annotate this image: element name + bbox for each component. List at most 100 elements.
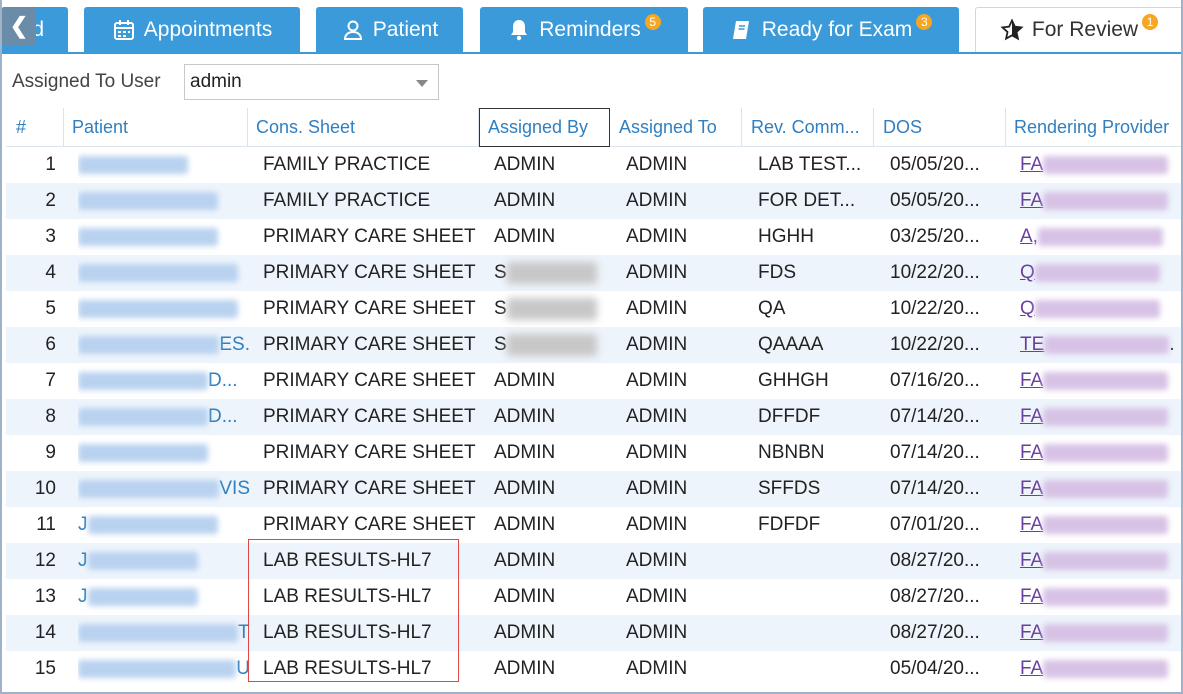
rendering-provider-link[interactable]: FA xyxy=(1020,147,1180,183)
assigned-to-cell: ADMIN xyxy=(626,658,688,679)
patient-name-link[interactable]: J xyxy=(78,579,250,615)
patient-name-link[interactable] xyxy=(78,147,250,183)
tab-for-review[interactable]: For Review 1 xyxy=(975,7,1181,52)
col-dos[interactable]: DOS xyxy=(875,108,1006,147)
rendering-provider-link[interactable]: TE. xyxy=(1020,327,1180,363)
table-row[interactable]: 12 J LAB RESULTS-HL7 ADMIN ADMIN 08/27/20... F… xyxy=(6,543,1181,579)
col-rendering-provider[interactable]: Rendering Provider xyxy=(1014,117,1170,137)
col-patient[interactable]: Patient xyxy=(64,108,248,147)
cons-sheet-cell: PRIMARY CARE SHEET xyxy=(263,406,476,427)
tab-ready-for-exam[interactable]: Ready for Exam 3 xyxy=(703,7,959,52)
redacted-provider-name xyxy=(1043,480,1169,498)
col-rev-comm[interactable]: Rev. Comm... xyxy=(743,108,874,147)
rendering-provider-link[interactable]: Q xyxy=(1020,291,1180,327)
assigned-by-cell: ADMIN xyxy=(494,435,609,471)
patient-name-tail: ES. xyxy=(219,334,250,355)
dos-cell: 07/16/20... xyxy=(890,370,980,391)
redacted-provider-name xyxy=(1037,228,1163,246)
rendering-provider-link[interactable]: FA xyxy=(1020,363,1180,399)
table-row[interactable]: 8 D... PRIMARY CARE SHEET ADMIN ADMIN DFFDF 07… xyxy=(6,399,1181,435)
patient-name-link[interactable] xyxy=(78,291,250,327)
table-row[interactable]: 6 ES. PRIMARY CARE SHEET S ADMIN QAAAA 10/22/2… xyxy=(6,327,1181,363)
rendering-provider-link[interactable]: FA xyxy=(1020,543,1180,579)
table-row[interactable]: 1 FAMILY PRACTICE ADMIN ADMIN LAB TEST... 05/… xyxy=(6,147,1181,183)
table-row[interactable]: 10 VIS PRIMARY CARE SHEET ADMIN ADMIN SFFDS 07… xyxy=(6,471,1181,507)
assigned-by-text: ADMIN xyxy=(494,478,556,499)
patient-name-link[interactable]: VIS xyxy=(78,471,250,507)
cons-sheet-cell: PRIMARY CARE SHEET xyxy=(263,478,476,499)
patient-name-link[interactable] xyxy=(78,435,250,471)
assigned-by-text: S xyxy=(494,334,507,355)
table-row[interactable]: 5 PRIMARY CARE SHEET S ADMIN QA 10/22/20... Q xyxy=(6,291,1181,327)
rendering-provider-link[interactable]: FA xyxy=(1020,435,1180,471)
patient-name-link[interactable]: T xyxy=(78,615,250,651)
table-row[interactable]: 4 PRIMARY CARE SHEET S ADMIN FDS 10/22/20... Q xyxy=(6,255,1181,291)
provider-name-initial: TE xyxy=(1020,334,1045,355)
patient-name-link[interactable]: U xyxy=(78,651,250,687)
rendering-provider-link[interactable]: FA xyxy=(1020,579,1180,615)
table-row[interactable]: 7 D... PRIMARY CARE SHEET ADMIN ADMIN GHHGH 07… xyxy=(6,363,1181,399)
tab-bar: d ❮ Appointments Patient Reminders 5 xyxy=(2,0,1181,54)
rendering-provider-link[interactable]: FA xyxy=(1020,399,1180,435)
review-comment-cell: QA xyxy=(758,298,786,319)
table-row[interactable]: 2 FAMILY PRACTICE ADMIN ADMIN FOR DET... 05/0… xyxy=(6,183,1181,219)
col-number[interactable]: # xyxy=(6,108,64,147)
tab-appointments-label: Appointments xyxy=(143,17,273,41)
review-comment-cell: NBNBN xyxy=(758,442,825,463)
patient-name-link[interactable]: J xyxy=(78,543,250,579)
col-cons-sheet[interactable]: Cons. Sheet xyxy=(248,108,479,147)
rendering-provider-link[interactable]: A, xyxy=(1020,219,1180,255)
patient-name-link[interactable]: D... xyxy=(78,399,250,435)
assigned-by-cell: ADMIN xyxy=(494,507,609,543)
assigned-to-cell: ADMIN xyxy=(626,370,688,391)
table-row[interactable]: 13 J LAB RESULTS-HL7 ADMIN ADMIN 08/27/20... F… xyxy=(6,579,1181,615)
tab-patient[interactable]: Patient xyxy=(316,7,463,52)
patient-name-link[interactable]: ES. xyxy=(78,327,250,363)
assigned-by-cell: ADMIN xyxy=(494,363,609,399)
col-assigned-by[interactable]: Assigned By xyxy=(479,108,610,147)
tab-partial-label: d xyxy=(32,17,44,41)
table-row[interactable]: 11 J PRIMARY CARE SHEET ADMIN ADMIN FDFDF 07/0… xyxy=(6,507,1181,543)
chevron-left-icon: ❮ xyxy=(9,13,29,38)
col-assigned-to[interactable]: Assigned To xyxy=(611,108,742,147)
assigned-by-cell: ADMIN xyxy=(494,183,609,219)
redacted-patient-name xyxy=(78,336,220,354)
rendering-provider-link[interactable]: FA xyxy=(1020,507,1180,543)
patient-name-link[interactable] xyxy=(78,219,250,255)
redacted-patient-name xyxy=(78,660,237,678)
redacted-provider-name xyxy=(1043,552,1169,570)
row-number: 4 xyxy=(45,262,56,283)
patient-name-link[interactable]: D... xyxy=(78,363,250,399)
assigned-user-filter: Assigned To User admin xyxy=(12,64,439,100)
patient-name-tail: VIS xyxy=(219,478,250,499)
patient-name-link[interactable] xyxy=(78,183,250,219)
assigned-by-cell: ADMIN xyxy=(494,579,609,615)
table-row[interactable]: 9 PRIMARY CARE SHEET ADMIN ADMIN NBNBN 07/14/… xyxy=(6,435,1181,471)
table-row[interactable]: 15 U LAB RESULTS-HL7 ADMIN ADMIN 05/04/20... F… xyxy=(6,651,1181,687)
redacted-provider-name xyxy=(1043,192,1169,210)
assigned-by-text: ADMIN xyxy=(494,406,556,427)
review-comment-cell: DFFDF xyxy=(758,406,821,427)
redacted-patient-name xyxy=(78,444,208,462)
row-number: 8 xyxy=(45,406,56,427)
patient-name-link[interactable] xyxy=(78,255,250,291)
table-row[interactable]: 3 PRIMARY CARE SHEET ADMIN ADMIN HGHH 03/25/2… xyxy=(6,219,1181,255)
rendering-provider-link[interactable]: FA xyxy=(1020,471,1180,507)
scroll-tabs-left-button[interactable]: ❮ xyxy=(2,7,36,45)
assigned-user-select[interactable]: admin xyxy=(184,64,439,100)
review-comment-cell: HGHH xyxy=(758,226,814,247)
dos-cell: 10/22/20... xyxy=(890,334,980,355)
redacted-patient-name xyxy=(78,480,220,498)
star-icon xyxy=(1000,18,1024,42)
redacted-provider-name xyxy=(1034,264,1160,282)
rendering-provider-link[interactable]: FA xyxy=(1020,615,1180,651)
dos-cell: 05/05/20... xyxy=(890,190,980,211)
review-comment-cell xyxy=(758,615,873,651)
tab-appointments[interactable]: Appointments xyxy=(84,7,300,52)
table-row[interactable]: 14 T LAB RESULTS-HL7 ADMIN ADMIN 08/27/20... F… xyxy=(6,615,1181,651)
rendering-provider-link[interactable]: FA xyxy=(1020,183,1180,219)
rendering-provider-link[interactable]: Q xyxy=(1020,255,1180,291)
rendering-provider-link[interactable]: FA xyxy=(1020,651,1180,687)
tab-reminders[interactable]: Reminders 5 xyxy=(480,7,688,52)
patient-name-link[interactable]: J xyxy=(78,507,250,543)
